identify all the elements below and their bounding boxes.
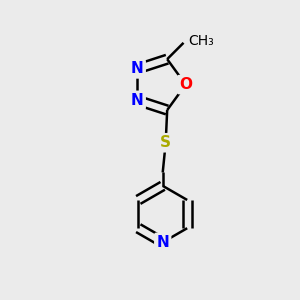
Text: S: S xyxy=(160,135,171,150)
Text: O: O xyxy=(179,77,192,92)
Text: CH₃: CH₃ xyxy=(188,34,214,48)
Text: N: N xyxy=(131,93,144,108)
Text: N: N xyxy=(156,235,169,250)
Text: N: N xyxy=(131,61,144,76)
